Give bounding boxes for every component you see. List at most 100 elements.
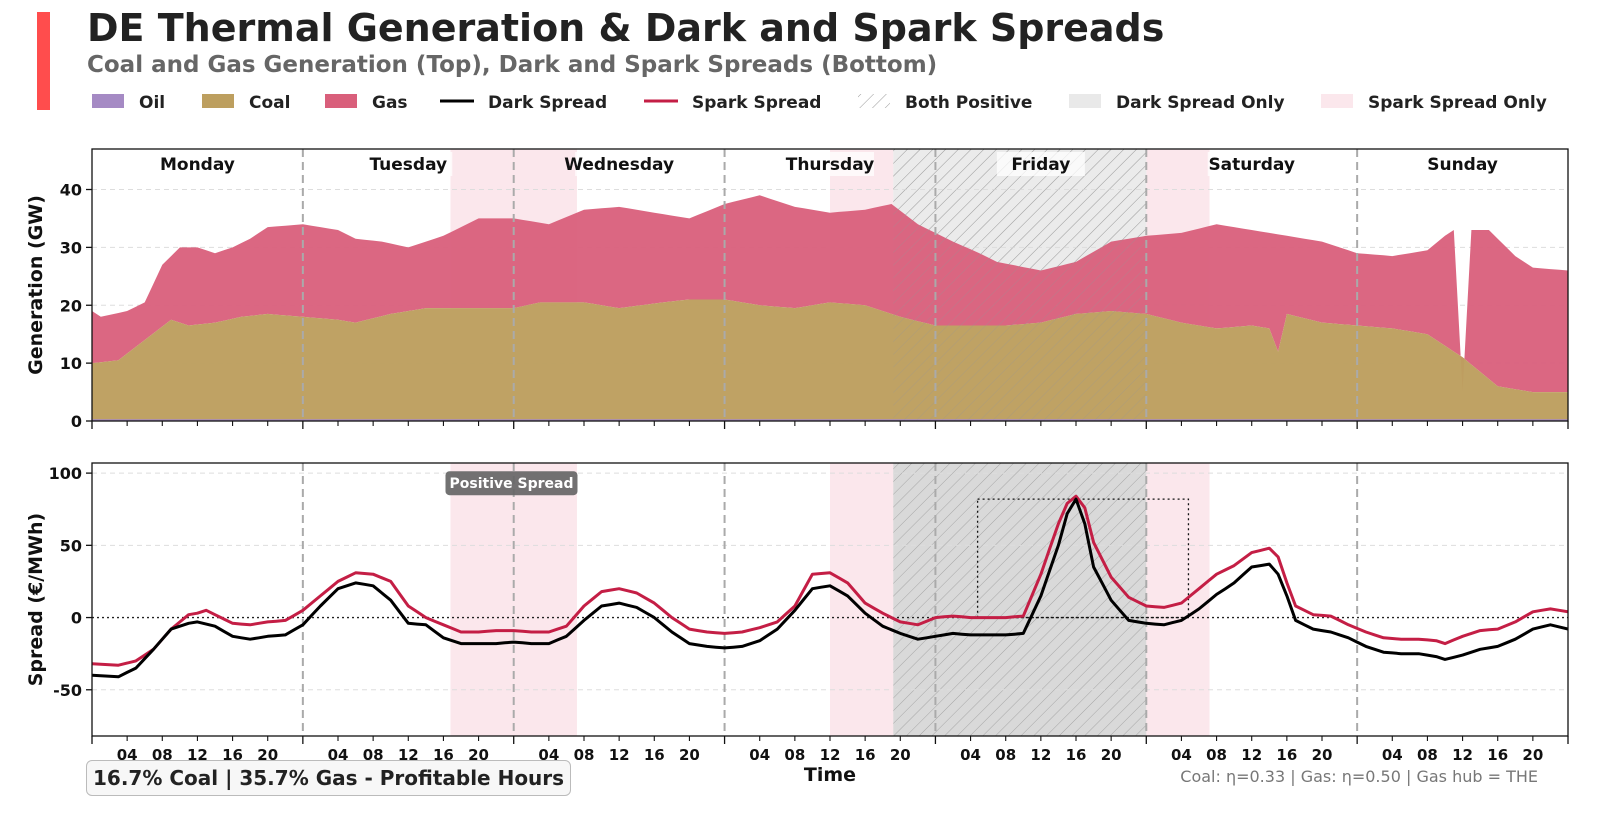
x-tick-label: 08 bbox=[1417, 746, 1438, 764]
x-tick-label: 20 bbox=[468, 746, 489, 764]
legend-label: Coal bbox=[249, 93, 290, 113]
day-label-bg bbox=[364, 152, 453, 176]
legend-label: Dark Spread Only bbox=[1116, 93, 1285, 113]
coal-generation-area bbox=[92, 299, 1568, 421]
x-tick-label: 16 bbox=[644, 746, 665, 764]
day-label-thursday: Thursday bbox=[786, 155, 875, 175]
day-label-bg bbox=[153, 152, 242, 176]
x-tick-label: 16 bbox=[1487, 746, 1508, 764]
both-positive-hatch bbox=[893, 149, 1147, 421]
both-positive-hatch bbox=[893, 463, 1147, 736]
oil-generation-area bbox=[92, 419, 1568, 421]
x-tick-label: 12 bbox=[398, 746, 419, 764]
legend-swatch bbox=[1321, 94, 1353, 108]
chart-subtitle: Coal and Gas Generation (Top), Dark and … bbox=[87, 52, 938, 78]
x-tick-label: 04 bbox=[1382, 746, 1403, 764]
legend-label: Dark Spread bbox=[488, 93, 607, 113]
x-tick-label: 08 bbox=[784, 746, 805, 764]
day-label-bg bbox=[786, 152, 874, 176]
profitable-hours-summary: 16.7% Coal | 35.7% Gas - Profitable Hour… bbox=[86, 760, 572, 796]
legend-label: Gas bbox=[372, 93, 408, 113]
legend-swatch bbox=[1069, 94, 1101, 108]
day-label-saturday: Saturday bbox=[1208, 155, 1295, 175]
x-axis-label: Time bbox=[804, 764, 856, 786]
x-tick-label: 04 bbox=[117, 746, 138, 764]
legend-item-gas: Gas bbox=[325, 93, 408, 113]
x-tick-label: 20 bbox=[1522, 746, 1543, 764]
day-label-bg bbox=[996, 152, 1085, 176]
legend-label: Oil bbox=[139, 93, 165, 113]
x-tick-label: 04 bbox=[328, 746, 349, 764]
day-label-tuesday: Tuesday bbox=[369, 155, 447, 175]
chart-title: DE Thermal Generation & Dark and Spark S… bbox=[87, 6, 1165, 50]
y-tick-label: 100 bbox=[49, 464, 82, 483]
y-tick-label: -50 bbox=[53, 681, 82, 700]
y-tick-label: 50 bbox=[60, 536, 82, 555]
x-tick-label: 20 bbox=[1312, 746, 1333, 764]
spread-panel: Positive Spread -50 0 50 100 Spread (€/MWh) 0… bbox=[25, 462, 1569, 786]
legend-item-spark-only: Spark Spread Only bbox=[1321, 93, 1547, 113]
x-tick-label: 12 bbox=[1241, 746, 1262, 764]
y-tick-label: 0 bbox=[71, 412, 82, 431]
legend-swatch bbox=[202, 94, 234, 108]
annotation-badge bbox=[445, 471, 578, 496]
spark-spread-line bbox=[92, 494, 1568, 667]
legend: Oil Coal Gas Dark Spread Spark Spread Both Po… bbox=[92, 93, 1547, 113]
x-tick-label: 12 bbox=[187, 746, 208, 764]
x-tick-label: 08 bbox=[995, 746, 1016, 764]
day-label-bg bbox=[1207, 152, 1296, 176]
x-tick-label: 16 bbox=[222, 746, 243, 764]
day-label-sunday: Sunday bbox=[1427, 155, 1498, 175]
legend-swatch bbox=[325, 94, 357, 108]
legend-swatch bbox=[92, 94, 124, 108]
spark-only-band bbox=[1146, 463, 1210, 736]
legend-label: Both Positive bbox=[905, 93, 1032, 113]
dark-spread-line bbox=[92, 497, 1568, 679]
title-accent-bar bbox=[37, 12, 50, 110]
y-tick-label: 40 bbox=[60, 181, 82, 200]
efficiency-footnote: Coal: η=0.33 | Gas: η=0.50 | Gas hub = T… bbox=[1180, 767, 1538, 786]
x-tick-label: 08 bbox=[1206, 746, 1227, 764]
x-tick-label: 08 bbox=[574, 746, 595, 764]
x-tick-label: 08 bbox=[363, 746, 384, 764]
y-tick-label: 10 bbox=[60, 354, 82, 373]
y-tick-label: 20 bbox=[60, 296, 82, 315]
day-label-friday: Friday bbox=[1011, 155, 1070, 175]
y-tick-label: 30 bbox=[60, 238, 82, 257]
x-tick-label: 12 bbox=[820, 746, 841, 764]
day-label-bg bbox=[575, 152, 664, 176]
legend-item-coal: Coal bbox=[202, 93, 290, 113]
x-tick-label: 04 bbox=[538, 746, 559, 764]
y-axis-label: Generation (GW) bbox=[25, 195, 47, 375]
x-tick-label: 20 bbox=[890, 746, 911, 764]
x-tick-label: 20 bbox=[679, 746, 700, 764]
legend-item-both: Both Positive bbox=[858, 93, 1032, 113]
x-tick-label: 16 bbox=[855, 746, 876, 764]
legend-item-spark: Spark Spread bbox=[644, 93, 821, 113]
x-tick-label: 12 bbox=[609, 746, 630, 764]
annotation-text: Positive Spread bbox=[450, 476, 574, 492]
x-tick-label: 20 bbox=[1101, 746, 1122, 764]
x-tick-label: 12 bbox=[1030, 746, 1051, 764]
y-axis-label: Spread (€/MWh) bbox=[25, 513, 47, 687]
generation-panel: Monday Tuesday Wednesday Thursday Friday Satu… bbox=[25, 148, 1569, 431]
legend-label: Spark Spread Only bbox=[1368, 93, 1547, 113]
x-tick-label: 04 bbox=[749, 746, 770, 764]
legend-item-dark: Dark Spread bbox=[440, 93, 607, 113]
x-tick-label: 04 bbox=[960, 746, 981, 764]
day-label-bg bbox=[1418, 152, 1507, 176]
day-label-monday: Monday bbox=[160, 155, 235, 175]
positive-spread-window bbox=[976, 498, 1190, 619]
x-tick-label: 08 bbox=[152, 746, 173, 764]
x-tick-label: 16 bbox=[1276, 746, 1297, 764]
legend-item-dark-only: Dark Spread Only bbox=[1069, 93, 1285, 113]
legend-item-oil: Oil bbox=[92, 93, 165, 113]
x-tick-label: 04 bbox=[1171, 746, 1192, 764]
y-tick-label: 0 bbox=[71, 609, 82, 628]
gas-generation-area bbox=[92, 195, 1568, 393]
day-label-wednesday: Wednesday bbox=[564, 155, 674, 175]
legend-swatch bbox=[858, 94, 890, 108]
legend-label: Spark Spread bbox=[692, 93, 821, 113]
x-tick-label: 20 bbox=[257, 746, 278, 764]
